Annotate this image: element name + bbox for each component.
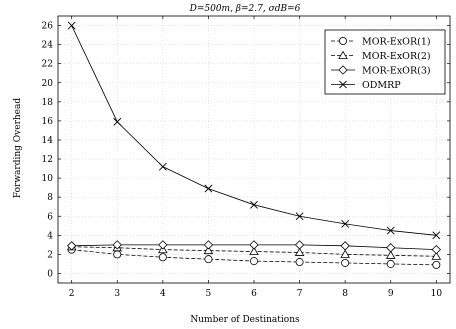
data-point [250, 200, 258, 209]
data-point [386, 243, 396, 253]
data-point [67, 21, 76, 30]
data-point [249, 240, 259, 250]
data-point [249, 246, 259, 256]
x-marker-stroke [204, 184, 213, 193]
data-point [67, 241, 77, 251]
legend: MOR-ExOR(1) MOR-ExOR(2) MOR-ExOR(3) ODMRP [324, 29, 446, 95]
x-marker-stroke [295, 212, 304, 221]
y-tick-label: 16 [42, 117, 54, 127]
data-point [158, 162, 167, 171]
data-point [432, 231, 441, 240]
data-point [112, 240, 122, 250]
x-tick-label: 7 [297, 289, 303, 299]
data-point [431, 244, 441, 255]
y-tick-label: 24 [42, 41, 54, 51]
series-3 [67, 240, 441, 255]
data-point [113, 250, 122, 259]
x-tick-label: 5 [206, 289, 212, 299]
data-point [386, 259, 395, 268]
data-point [340, 249, 350, 258]
y-tick-label: 0 [47, 269, 53, 279]
y-tick-label: 22 [42, 60, 53, 70]
x-tick-label: 6 [251, 289, 257, 299]
legend-label: MOR-ExOR(1) [362, 36, 431, 47]
x-tick-label: 9 [388, 289, 394, 299]
data-point [386, 226, 395, 235]
x-marker-stroke [250, 200, 258, 209]
chart-title: D=500m, β=2.7, σdB=6 [189, 4, 301, 14]
y-tick-label: 2 [47, 250, 53, 260]
series-4 [67, 21, 441, 240]
data-point [204, 255, 213, 264]
x-marker-stroke [341, 219, 350, 228]
x-tick-label: 4 [160, 289, 166, 299]
x-tick-label: 3 [114, 289, 120, 299]
data-point [295, 212, 304, 221]
data-point [294, 247, 305, 256]
x-axis-label: Number of Destinations [190, 315, 300, 325]
y-tick-label: 14 [42, 136, 54, 146]
y-axis-label: Forwarding Overhead [13, 98, 23, 198]
data-point [203, 245, 214, 255]
legend-marker [338, 37, 347, 46]
x-marker-stroke [113, 117, 122, 126]
legend-marker [338, 65, 348, 75]
data-point [295, 258, 304, 267]
legend-label: MOR-ExOR(3) [362, 65, 431, 76]
data-point [431, 251, 442, 260]
x-tick-label: 8 [342, 289, 348, 299]
legend-marker [338, 50, 348, 59]
y-tick-label: 12 [42, 155, 53, 165]
series [66, 21, 442, 269]
data-point [203, 240, 214, 250]
data-point [158, 253, 167, 262]
data-point [340, 241, 350, 251]
x-tick-label: 10 [431, 289, 443, 299]
y-tick-label: 6 [47, 212, 53, 222]
data-point [204, 184, 213, 193]
series-1 [67, 245, 441, 269]
data-point [294, 240, 305, 250]
grid [58, 16, 450, 283]
data-point [341, 258, 350, 267]
data-point [432, 260, 441, 269]
y-tick-label: 26 [42, 22, 54, 32]
y-tick-label: 20 [42, 79, 54, 89]
x-marker-stroke [339, 80, 347, 89]
x-marker-stroke [386, 226, 395, 235]
x-marker-stroke [158, 162, 167, 171]
x-tick-label: 2 [69, 289, 75, 299]
x-marker-stroke [432, 231, 441, 240]
legend-label: ODMRP [362, 80, 401, 91]
legend-marker [339, 80, 347, 89]
x-marker-stroke [67, 21, 76, 30]
data-point [158, 240, 168, 250]
y-tick-label: 4 [47, 231, 53, 241]
data-point [249, 257, 258, 266]
data-point [341, 219, 350, 228]
y-tick-label: 8 [47, 193, 53, 203]
legend-label: MOR-ExOR(2) [362, 51, 431, 62]
data-point [113, 117, 122, 126]
data-point [385, 250, 396, 259]
y-tick-label: 10 [42, 174, 54, 184]
y-tick-label: 18 [42, 98, 54, 108]
